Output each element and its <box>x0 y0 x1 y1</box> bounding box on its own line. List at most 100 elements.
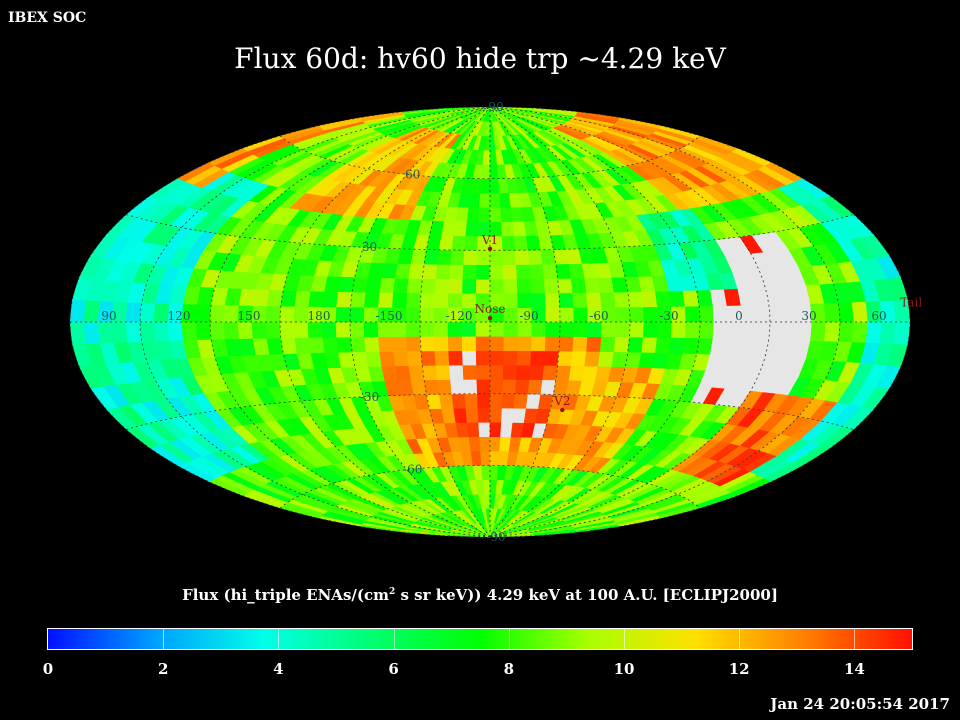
heatmap-cell <box>447 321 463 337</box>
colorbar-divider <box>393 629 395 649</box>
heatmap-cell <box>517 292 533 308</box>
heatmap-cell <box>475 350 491 366</box>
heatmap-cell <box>489 407 503 423</box>
heatmap-cell <box>782 321 799 341</box>
heatmap-cell <box>391 321 407 337</box>
heatmap-cell <box>557 350 574 367</box>
heatmap-cell <box>489 350 505 366</box>
heatmap-cell <box>516 278 532 294</box>
heatmap-cell <box>489 422 502 438</box>
heatmap-cell <box>441 408 457 424</box>
heatmap-cell <box>420 278 437 294</box>
heatmap-cell <box>464 393 479 409</box>
heatmap-cell <box>544 336 561 352</box>
longitude-label: -60 <box>589 309 608 323</box>
heatmap-cell <box>489 436 501 452</box>
heatmap-cell <box>476 379 491 394</box>
heatmap-cell <box>449 364 464 380</box>
marker-label: Tail <box>900 295 922 309</box>
heatmap-cell <box>251 321 268 339</box>
heatmap-cell <box>810 321 827 342</box>
meridian-line <box>349 106 491 538</box>
heatmap-cell <box>657 321 673 338</box>
colorbar-tick-label: 4 <box>273 660 284 678</box>
heatmap-cell <box>572 336 588 352</box>
heatmap-cell <box>570 277 587 294</box>
heatmap-cell <box>435 364 451 381</box>
heatmap-cell <box>153 321 170 342</box>
heatmap-cell <box>573 307 589 323</box>
heatmap-cell <box>480 450 491 466</box>
heatmap-cell <box>83 321 101 345</box>
heatmap-cell <box>448 350 464 366</box>
colorbar-title: Flux (hi_triple ENAs/(cm2 s sr keV)) 4.2… <box>0 586 960 604</box>
heatmap-cell <box>527 249 544 265</box>
heatmap-cell <box>477 407 491 423</box>
heatmap-cell <box>555 263 572 279</box>
heatmap-cell <box>434 278 450 294</box>
heatmap-cell <box>307 321 323 338</box>
timestamp: Jan 24 20:05:54 2017 <box>770 695 950 713</box>
heatmap-cell <box>419 321 435 337</box>
heatmap-cell <box>470 178 482 194</box>
heatmap-cell <box>851 321 869 343</box>
heatmap-cell <box>502 364 518 380</box>
heatmap-cell <box>501 221 515 237</box>
heatmap-cell <box>754 321 771 340</box>
heatmap-cell <box>531 292 547 308</box>
heatmap-cell <box>421 365 438 381</box>
heatmap-cell <box>377 321 393 338</box>
heatmap-cell <box>70 299 87 323</box>
heatmap-cell <box>516 264 531 280</box>
heatmap-cell <box>501 235 516 251</box>
heatmap-cell <box>364 336 381 353</box>
longitude-label: 60 <box>871 309 886 323</box>
heatmap-cell <box>406 277 423 294</box>
heatmap-cell <box>209 304 226 323</box>
colorbar-divider <box>278 629 280 649</box>
heatmap-cell <box>419 292 436 308</box>
heatmap-cell <box>513 235 529 251</box>
heatmap-cell <box>379 277 396 293</box>
heatmap-cell <box>559 307 575 323</box>
heatmap-cell <box>517 336 533 352</box>
heatmap-cell <box>489 450 500 466</box>
heatmap-cell <box>266 337 284 355</box>
heatmap-cell <box>712 305 729 323</box>
heatmap-cell <box>529 263 545 280</box>
heatmap-cell <box>453 221 468 237</box>
heatmap-cell <box>423 379 440 395</box>
heatmap-cell <box>468 192 481 208</box>
heatmap-cell <box>419 336 436 352</box>
longitude-label: 180 <box>308 309 331 323</box>
heatmap-cell <box>613 291 630 308</box>
heatmap-cell <box>321 321 337 338</box>
heatmap-cell <box>668 290 686 307</box>
colorbar-title-prefix: Flux (hi_triple ENAs/(cm <box>182 586 389 604</box>
heatmap-cell <box>464 235 479 251</box>
heatmap-cell <box>531 336 547 352</box>
heatmap-cell <box>489 264 504 280</box>
longitude-label: 90 <box>101 309 116 323</box>
heatmap-cell <box>279 305 296 323</box>
heatmap-cell <box>209 321 226 340</box>
heatmap-cell <box>615 321 631 338</box>
heatmap-cell <box>167 321 184 341</box>
heatmap-cell <box>489 364 504 380</box>
heatmap-cell <box>111 321 129 343</box>
heatmap-cell <box>865 321 883 344</box>
heatmap-cell <box>335 321 351 338</box>
heatmap-cell <box>601 321 617 338</box>
heatmap-cell <box>293 321 310 339</box>
heatmap-cell <box>139 321 156 342</box>
heatmap-cell <box>643 321 659 338</box>
heatmap-cell <box>447 336 463 352</box>
heatmap-cell <box>572 292 588 308</box>
heatmap-cell <box>181 321 198 341</box>
heatmap-cell <box>516 350 532 366</box>
heatmap-cell <box>712 321 729 339</box>
heatmap-cell <box>363 321 379 338</box>
heatmap-cell <box>435 263 451 280</box>
marker-dot <box>487 315 493 321</box>
heatmap-cell <box>378 336 394 352</box>
